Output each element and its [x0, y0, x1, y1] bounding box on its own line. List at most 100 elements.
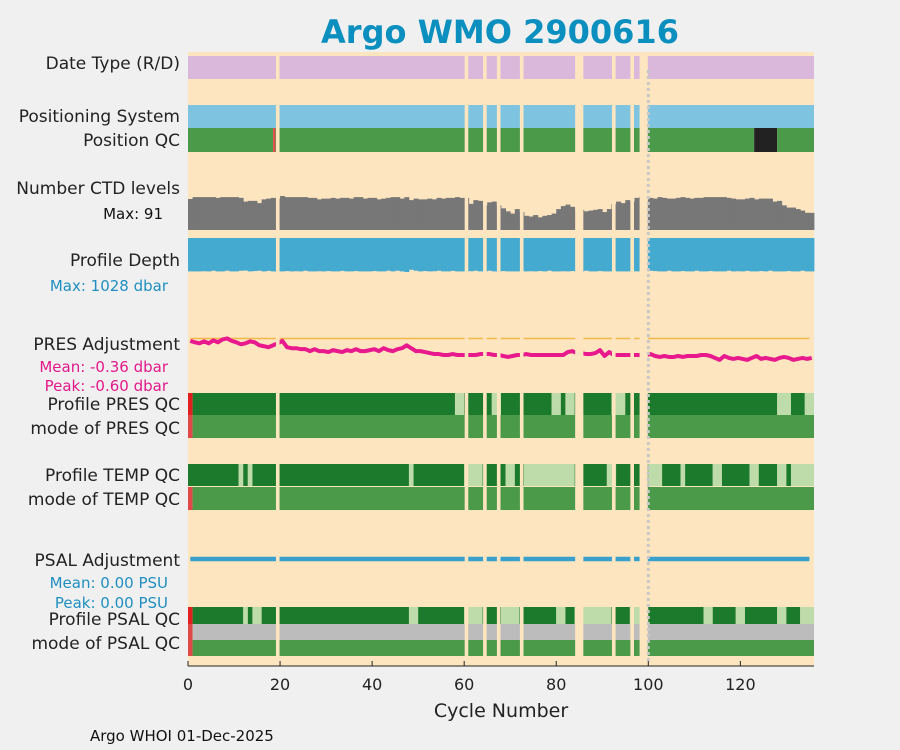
ctd-level-bar [708, 197, 714, 230]
ctd-level-bar [731, 198, 737, 230]
psal-mean-label: Mean: 0.00 PSU [50, 574, 168, 592]
profile-depth-bar [298, 238, 304, 272]
ctd-level-bar [376, 199, 382, 230]
missing-cycle-gap [483, 52, 487, 666]
ctd-level-bar [616, 201, 622, 230]
ctd-level-bar [344, 197, 350, 230]
ctd-level-bar [238, 197, 244, 230]
profile-psal-qc-row [188, 607, 814, 624]
ctd-level-bar [454, 197, 460, 230]
profile-depth-bar [459, 238, 465, 272]
profile-depth-bar [344, 238, 350, 272]
profile-psal-qc-segment [648, 607, 704, 624]
mode-pres-qc-segment [192, 415, 815, 438]
x-axis-label: Cycle Number [434, 700, 568, 722]
profile-depth-bar [257, 238, 263, 271]
ctd-level-bar [353, 197, 359, 230]
ctd-level-bar [441, 198, 447, 230]
ctd-level-bar [247, 200, 253, 230]
ctd-level-bar [620, 203, 626, 230]
profile-depth-bar [376, 238, 382, 272]
profile-depth-bar [303, 238, 309, 271]
missing-cycle-gap [575, 52, 584, 666]
mode-temp-qc-segment [188, 487, 193, 510]
ctd-level-bar [399, 198, 405, 230]
profile-depth-bar [445, 238, 451, 272]
ctd-level-bar [427, 198, 433, 230]
profile-temp-qc-segment [505, 464, 515, 486]
ctd-level-bar [767, 198, 773, 230]
profile-depth-bar [418, 238, 424, 272]
ctd-level-bar [211, 197, 217, 230]
ctd-level-bar [763, 198, 769, 230]
profile-psal-qc-segment [703, 607, 713, 624]
profile-temp-qc-segment [680, 464, 686, 486]
missing-cycle-gap [639, 52, 648, 666]
profile-depth-bar [767, 238, 773, 271]
data-type-segment [188, 56, 814, 79]
ctd-level-bar [772, 201, 778, 230]
mode-temp-qc-segment [192, 487, 815, 510]
ctd-level-bar [652, 198, 658, 230]
ctd-level-bar [694, 197, 700, 230]
ctd-level-bar [514, 209, 520, 230]
profile-depth-bar [542, 238, 548, 272]
ctd-level-bar [312, 197, 318, 230]
missing-cycle-gap [611, 52, 616, 666]
ctd-level-bar [533, 215, 539, 230]
profile-depth-bar [547, 238, 553, 271]
profile-psal-qc-segment [786, 607, 801, 624]
profile-depth-bar [399, 238, 405, 272]
profile-temp-qc-segment [648, 464, 663, 486]
profile-psal-qc-segment [247, 607, 253, 624]
label-positioning-system: Positioning System [19, 107, 180, 127]
ctd-level-bar [367, 197, 373, 230]
profile-depth-bar [192, 238, 198, 272]
x-tick-label: 80 [546, 675, 566, 694]
label-psal-adjustment: PSAL Adjustment [35, 551, 181, 571]
profile-temp-qc-segment [247, 464, 253, 486]
ctd-level-bar [431, 199, 437, 230]
label-pres-adjustment: PRES Adjustment [33, 335, 180, 355]
profile-temp-qc-segment [413, 464, 465, 486]
profile-depth-bar [422, 238, 428, 272]
profile-depth-bar [211, 238, 217, 271]
x-axis: 0 20 40 60 80 100 120 [183, 661, 814, 694]
profile-depth-bar [583, 238, 589, 271]
profile-depth-bar [326, 238, 332, 272]
profile-depth-bar [215, 238, 221, 272]
ctd-level-bar [390, 197, 396, 230]
profile-depth-bar [427, 238, 433, 272]
missing-cycle-gap [464, 52, 469, 666]
ctd-level-bar [790, 207, 796, 230]
profile-depth-bar [431, 238, 437, 272]
ctd-level-bar [560, 206, 566, 230]
ctd-level-bar [717, 197, 723, 230]
profile-depth-bar [234, 238, 240, 272]
ctd-level-bar [537, 217, 543, 230]
position-qc-segment [273, 128, 276, 152]
label-ctd-levels: Number CTD levels [16, 179, 180, 199]
profile-depth-bar [537, 238, 543, 272]
ctd-max-label: Max: 91 [103, 205, 163, 223]
profile-depth-bar [312, 238, 318, 272]
profile-depth-bar [197, 238, 203, 272]
ctd-level-bar [804, 212, 810, 230]
profile-depth-bar [505, 238, 511, 272]
pres-mean-label: Mean: -0.36 dbar [39, 358, 169, 376]
profile-depth-bar [786, 238, 792, 272]
ctd-level-bar [524, 215, 530, 230]
ctd-level-bar [666, 198, 672, 230]
profile-depth-bars [188, 238, 815, 272]
ctd-level-bar [335, 198, 341, 230]
ctd-level-bar [349, 198, 355, 230]
profile-depth-bar [809, 238, 815, 272]
profile-depth-bar [335, 238, 341, 272]
profile-pres-qc-segment [192, 393, 455, 415]
ctd-level-bar [192, 197, 198, 230]
profile-pres-qc-segment [501, 393, 552, 415]
profile-temp-qc-segment [243, 464, 248, 486]
profile-depth-bar [487, 238, 493, 271]
profile-temp-qc-segment [712, 464, 722, 486]
pres-peak-label: Peak: -0.60 dbar [45, 377, 169, 395]
